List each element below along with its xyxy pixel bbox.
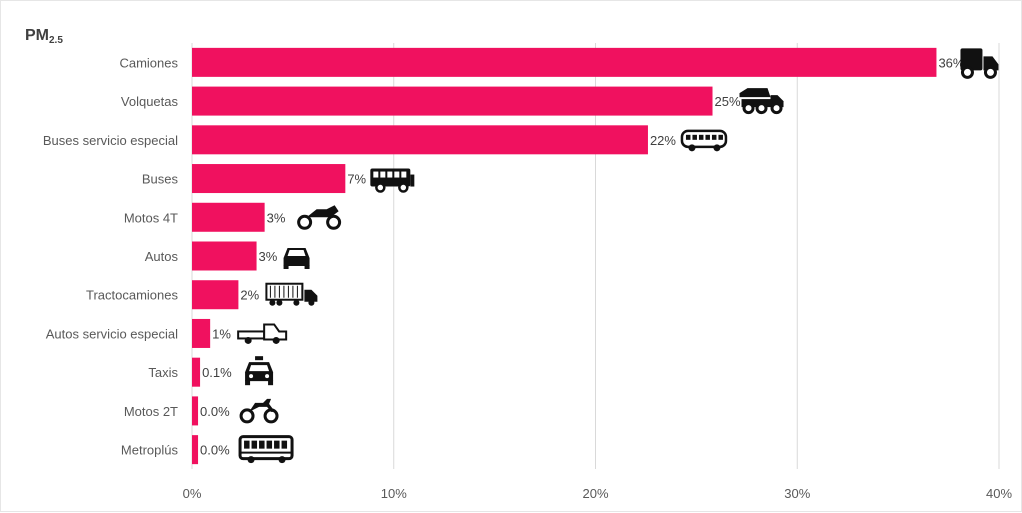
x-tick-label: 30% [784, 486, 810, 501]
label-layer: Camiones 36% Volquetas 25% Buses servicio es… [43, 55, 965, 457]
bar [192, 357, 201, 387]
bar [192, 202, 265, 232]
dirt-bike-icon [239, 398, 279, 424]
category-label: Metroplús [121, 443, 179, 458]
metro-bus-icon [238, 435, 294, 464]
bar-layer [192, 47, 937, 465]
coach-bus-icon [680, 129, 728, 152]
value-label: 25% [715, 94, 741, 109]
bar [192, 396, 199, 426]
category-label: Buses servicio especial [43, 133, 178, 148]
value-label: 2% [240, 288, 259, 303]
taxi-icon [245, 356, 274, 386]
x-tick-label: 10% [381, 486, 407, 501]
value-label: 3% [259, 249, 278, 264]
axis-layer: 0% 10% 20% 30% 40% [183, 486, 1013, 501]
dump-truck-icon [739, 88, 784, 115]
bar [192, 86, 713, 116]
category-label: Motos 2T [124, 404, 178, 419]
chart-title-subscript: 2.5 [49, 35, 63, 46]
category-label: Volquetas [121, 94, 179, 109]
bar [192, 280, 239, 310]
bar [192, 125, 648, 155]
category-label: Taxis [148, 365, 178, 380]
bar [192, 47, 937, 77]
bar [192, 318, 211, 348]
category-label: Buses [142, 172, 179, 187]
bar [192, 241, 257, 271]
value-label: 1% [212, 326, 231, 341]
value-label: 0.1% [202, 365, 232, 380]
bar [192, 164, 346, 194]
x-tick-label: 40% [986, 486, 1012, 501]
icon-layer [237, 48, 999, 464]
school-bus-icon [370, 168, 415, 193]
x-tick-label: 20% [582, 486, 608, 501]
value-label: 0.0% [200, 443, 230, 458]
car-icon [283, 248, 310, 269]
value-label: 0.0% [200, 404, 230, 419]
value-label: 36% [938, 55, 964, 70]
x-tick-label: 0% [183, 486, 202, 501]
truck-icon [960, 48, 999, 79]
tractor-trailer-icon [265, 282, 318, 306]
pickup-truck-icon [237, 323, 288, 344]
category-label: Motos 4T [124, 210, 178, 225]
motorcycle-icon [297, 205, 342, 230]
category-label: Tractocamiones [86, 288, 178, 303]
chart-title-main: PM [25, 27, 49, 44]
category-label: Camiones [119, 55, 178, 70]
category-label: Autos servicio especial [46, 326, 178, 341]
value-label: 22% [650, 133, 676, 148]
value-label: 7% [347, 172, 366, 187]
value-label: 3% [267, 210, 286, 225]
chart-title: PM2.5 [25, 27, 63, 46]
bar [192, 435, 199, 465]
category-label: Autos [145, 249, 179, 264]
